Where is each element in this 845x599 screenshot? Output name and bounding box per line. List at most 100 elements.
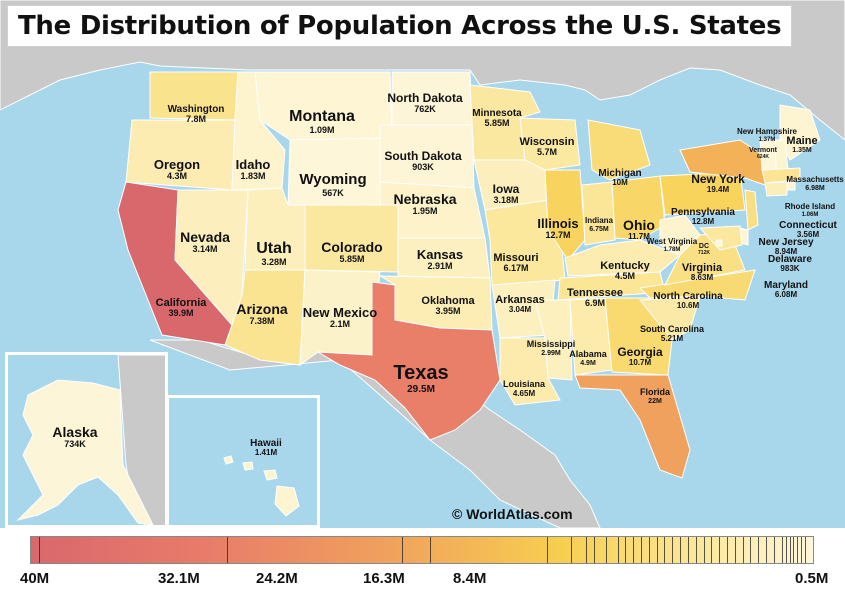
state-label-utah: Utah 3.28M xyxy=(256,240,292,267)
map xyxy=(0,0,845,528)
legend-tick xyxy=(742,537,744,563)
state-population: 4.3M xyxy=(166,171,188,182)
state-label-arizona: Arizona 7.38M xyxy=(236,301,287,327)
state-name: Minnesota xyxy=(472,108,522,119)
state-label-nebraska: Nebraska 1.95M xyxy=(393,191,456,217)
state-label-michigan: Michigan 10M xyxy=(598,168,641,188)
state-population: 1.41M xyxy=(254,448,278,457)
state-name: Michigan xyxy=(598,168,642,179)
hawaii-inset-svg xyxy=(223,455,300,517)
state-population: 1.35M xyxy=(792,147,812,155)
state-population: 5.85M xyxy=(339,254,365,265)
state-name: Wisconsin xyxy=(519,136,575,148)
state-label-alaska: Alaska 734K xyxy=(52,424,98,450)
hawaii-island-kauai xyxy=(223,455,234,465)
state-label-nevada: Nevada 3.14M xyxy=(180,229,230,255)
state-name: New Mexico xyxy=(302,305,378,320)
state-name: New Hampshire xyxy=(736,127,798,136)
legend-tick xyxy=(570,537,572,563)
state-name: Oregon xyxy=(153,157,201,172)
state-name: Texas xyxy=(393,362,449,384)
legend-tick xyxy=(687,537,689,563)
state-population: 1.95M xyxy=(412,206,438,217)
state-population: 6.9M xyxy=(584,298,605,309)
legend-tick xyxy=(586,537,588,563)
state-name: Iowa xyxy=(492,182,520,196)
state-name: Virginia xyxy=(681,262,723,274)
legend-label: 8.4M xyxy=(453,570,487,587)
state-population: 1.06M xyxy=(801,211,819,218)
state-population: 4.5M xyxy=(614,271,635,282)
state-label-kentucky: Kentucky 4.5M xyxy=(600,260,650,282)
hawaii-island-oahu xyxy=(242,461,254,471)
map-title: The Distribution of Population Across th… xyxy=(18,11,782,41)
state-population: 5.7M xyxy=(536,147,558,158)
us-map-svg xyxy=(0,0,845,528)
legend-tick xyxy=(429,537,431,563)
state-population: 734K xyxy=(64,439,86,450)
state-label-washington: Washington 7.8M xyxy=(168,104,225,125)
state-population: 29.5M xyxy=(407,384,435,395)
state-label-wyoming: Wyoming 567K xyxy=(299,171,367,198)
state-label-new-mexico: New Mexico 2.1M xyxy=(302,305,378,330)
state-label-illinois: Illinois 12.7M xyxy=(537,216,578,241)
state-population: 12.7M xyxy=(545,230,571,241)
state-name: Montana xyxy=(289,108,355,125)
state-label-montana: Montana 1.09M xyxy=(289,108,355,135)
legend-tick xyxy=(633,537,635,563)
state-label-west-virginia: West Virginia 1.78M xyxy=(647,237,697,253)
state-name: North Carolina xyxy=(653,291,723,302)
state-population: 3.18M xyxy=(493,195,519,206)
hawaii-island-maui xyxy=(263,469,278,481)
legend-tick xyxy=(605,537,607,563)
legend-tick xyxy=(719,537,721,563)
state-name: Massachusetts xyxy=(786,175,844,184)
state-label-new-hampshire: New Hampshire 1.37M xyxy=(736,127,798,143)
legend-tick xyxy=(38,537,40,563)
state-maine xyxy=(779,104,821,161)
state-label-ohio: Ohio 11.7M xyxy=(623,217,655,242)
state-name: New York xyxy=(691,172,745,186)
state-name: Alaska xyxy=(52,424,98,440)
state-label-georgia: Georgia 10.7M xyxy=(617,345,662,368)
state-new-jersey xyxy=(744,189,759,231)
legend-tick xyxy=(648,537,650,563)
state-south-carolina xyxy=(639,295,701,341)
state-name: Utah xyxy=(256,240,292,257)
legend-tick xyxy=(734,537,736,563)
state-population: 8.63M xyxy=(690,273,714,283)
state-population: 4.65M xyxy=(512,388,536,398)
state-population: 1.83M xyxy=(240,171,266,182)
state-population: 22M xyxy=(648,397,662,405)
legend-tick xyxy=(703,537,705,563)
state-name: Wyoming xyxy=(299,171,367,188)
state-label-missouri: Missouri 6.17M xyxy=(493,252,538,274)
legend-tick xyxy=(789,537,791,563)
state-label-oregon: Oregon 4.3M xyxy=(153,157,201,182)
state-population: 11.7M xyxy=(628,232,650,242)
state-population: 983K xyxy=(780,264,800,273)
state-population: 39.9M xyxy=(168,308,194,319)
state-population: 6.17M xyxy=(503,263,529,274)
hawaii-island-big xyxy=(274,485,300,517)
state-name: Tennessee xyxy=(566,287,624,299)
state-population: 7.38M xyxy=(249,316,275,327)
states-group xyxy=(117,71,821,479)
state-name: Maine xyxy=(786,135,818,147)
legend-tick xyxy=(801,537,803,563)
state-connecticut xyxy=(764,181,788,197)
state-label-rhode-island: Rhode Island 1.06M xyxy=(785,202,835,218)
state-population: 2.91M xyxy=(427,261,453,272)
state-name: South Dakota xyxy=(384,149,462,163)
state-name: Delaware xyxy=(768,254,812,265)
state-indiana xyxy=(581,181,616,246)
state-population: 762K xyxy=(414,104,436,115)
state-name: Vermont xyxy=(748,147,778,154)
state-population: 12.8M xyxy=(691,217,715,226)
state-name: Alabama xyxy=(569,349,607,359)
state-name: Washington xyxy=(167,104,225,115)
state-name: Colorado xyxy=(321,239,383,255)
state-population: 6.75M xyxy=(589,225,609,233)
state-label-north-dakota: North Dakota 762K xyxy=(387,91,462,115)
legend-tick xyxy=(547,537,549,563)
